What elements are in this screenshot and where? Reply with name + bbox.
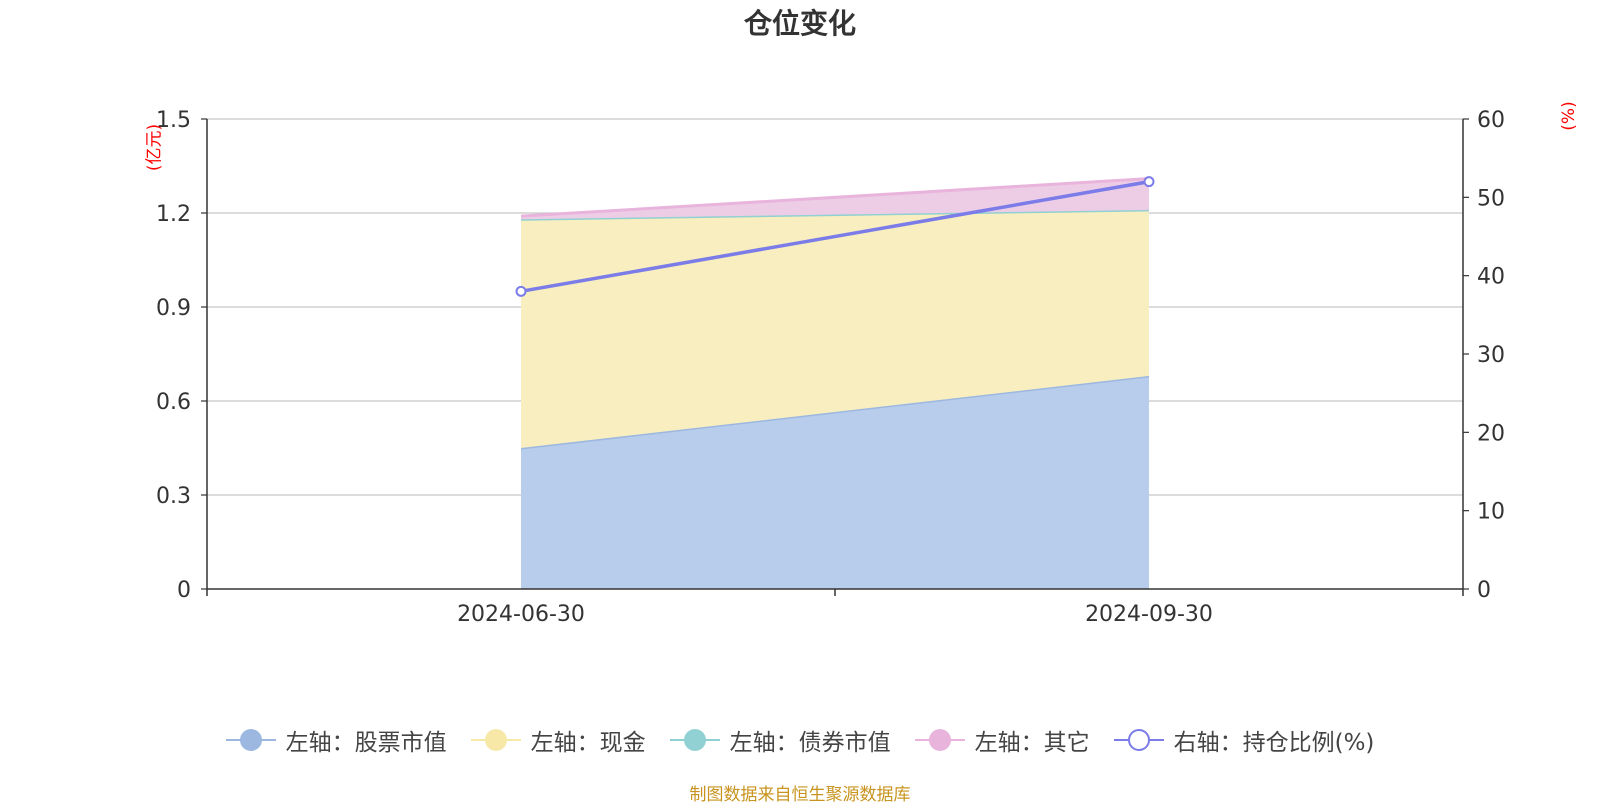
legend-item-cash[interactable]: 左轴：现金 — [470, 723, 646, 757]
left-axis-tick-label: 0.3 — [156, 484, 191, 509]
legend-item-position-ratio[interactable]: 右轴：持仓比例(%) — [1113, 723, 1375, 757]
left-axis-unit: (亿元) — [144, 123, 165, 172]
right-axis-tick-label: 40 — [1477, 265, 1505, 290]
right-axis-tick-label: 10 — [1477, 500, 1505, 525]
area-series-1 — [521, 209, 1149, 448]
left-axis-tick-label: 1.2 — [156, 202, 191, 227]
left-axis-tick-label: 0.6 — [156, 390, 191, 415]
legend-symbol-stock-value — [225, 726, 276, 754]
right-axis-tick-label: 50 — [1477, 186, 1505, 211]
legend-symbol-cash — [470, 726, 521, 754]
chart-title: 仓位变化 — [743, 7, 856, 40]
chart-legend: 左轴：股票市值 左轴：现金 左轴：债券市值 左轴：其它 右轴：持仓比例(%) — [0, 722, 1600, 758]
legend-symbol-other — [914, 726, 965, 754]
data-source-note: 制图数据来自恒生聚源数据库 — [689, 785, 911, 805]
legend-label-cash: 左轴：现金 — [530, 730, 646, 756]
area-series-0 — [521, 375, 1149, 589]
right-axis-tick-label: 30 — [1477, 343, 1505, 368]
line-point — [1143, 176, 1155, 188]
legend-label-position-ratio: 右轴：持仓比例(%) — [1173, 730, 1375, 756]
right-axis-tick-label: 20 — [1477, 421, 1505, 446]
line-series-0 — [520, 179, 1150, 294]
area-series-edge-3 — [520, 177, 1150, 218]
x-axis-tick-label: 2024-06-30 — [457, 602, 585, 627]
x-axis-tick-label: 2024-09-30 — [1085, 602, 1213, 627]
legend-label-other: 左轴：其它 — [974, 730, 1090, 756]
legend-item-other[interactable]: 左轴：其它 — [914, 723, 1090, 757]
legend-symbol-bond-value — [669, 726, 720, 754]
legend-item-bond-value[interactable]: 左轴：债券市值 — [669, 723, 891, 757]
right-axis-unit: (%) — [1559, 101, 1579, 131]
legend-symbol-position-ratio — [1113, 726, 1164, 754]
left-axis-tick-label: 0.9 — [156, 296, 191, 321]
right-axis-tick-label: 0 — [1477, 578, 1491, 603]
legend-item-stock-value[interactable]: 左轴：股票市值 — [225, 723, 447, 757]
right-axis-tick-label: 60 — [1477, 108, 1505, 133]
left-axis-tick-label: 1.5 — [156, 108, 191, 133]
line-point — [515, 285, 527, 297]
legend-label-bond-value: 左轴：债券市值 — [729, 730, 891, 756]
left-axis-tick-label: 0 — [177, 578, 191, 603]
legend-label-stock-value: 左轴：股票市值 — [285, 730, 447, 756]
